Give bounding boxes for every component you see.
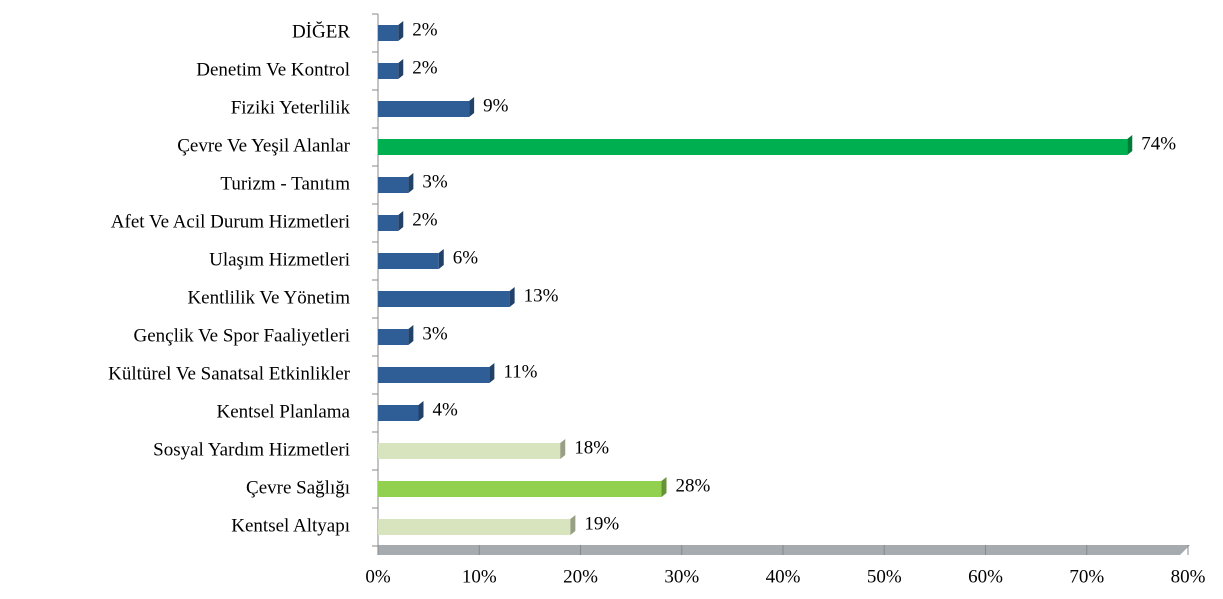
bar-side [398,21,404,41]
bar-side [570,515,576,535]
bar [378,329,409,345]
y-tick-label: Kentsel Altyapı [231,515,350,536]
bar-side [438,249,444,269]
value-label: 13% [524,285,559,306]
y-tick-label: Turizm - Tanıtım [220,173,350,194]
bar [378,481,662,497]
x-tick-label: 20% [563,566,598,587]
bar [378,101,470,117]
value-label: 3% [422,323,448,344]
bar [378,367,490,383]
bar [378,63,399,79]
bar-side [418,401,424,421]
bar-side [408,325,414,345]
y-tick-label: Kentsel Planlama [217,401,351,422]
bar [378,177,409,193]
y-tick-label: Kentlilik Ve Yönetim [187,287,350,308]
x-tick-label: 70% [1069,566,1104,587]
y-tick-label: Fiziki Yeterlilik [231,97,351,118]
value-label: 74% [1141,133,1176,154]
x-tick-label: 0% [365,566,391,587]
x-tick-label: 50% [867,566,902,587]
value-label: 11% [503,361,537,382]
value-label: 9% [483,95,509,116]
x-tick-label: 10% [462,566,497,587]
x-tick-label: 60% [968,566,1003,587]
value-label: 2% [412,57,438,78]
bar-side [489,363,495,383]
bar [378,25,399,41]
x-tick-label: 80% [1171,566,1206,587]
value-label: 6% [453,247,479,268]
value-label: 28% [676,475,711,496]
bar [378,139,1128,155]
y-tick-label: Sosyal Yardım Hizmetleri [153,439,350,460]
bar [378,215,399,231]
bar-side [1127,135,1133,155]
value-label: 3% [422,171,448,192]
bar-side [469,97,475,117]
bar-side [398,59,404,79]
y-tick-label: Denetim Ve Kontrol [196,59,350,80]
value-label: 4% [433,399,459,420]
value-label: 2% [412,19,438,40]
y-tick-label: Çevre Sağlığı [246,477,350,498]
y-tick-label: Ulaşım Hizmetleri [209,249,350,270]
bar-side [408,173,414,193]
bar-side [661,477,667,497]
y-tick-label: Çevre Ve Yeşil Alanlar [177,135,350,156]
value-label: 19% [584,513,619,534]
y-tick-label: DİĞER [292,20,350,42]
value-label: 2% [412,209,438,230]
bar [378,405,419,421]
bar [378,519,571,535]
bar [378,291,510,307]
y-tick-label: Gençlik Ve Spor Faaliyetleri [133,325,350,346]
bar-side [560,439,566,459]
floor [378,545,1190,555]
y-tick-label: Afet Ve Acil Durum Hizmetleri [111,211,350,232]
bar-side [398,211,404,231]
bar-side [509,287,515,307]
x-tick-label: 40% [766,566,801,587]
value-label: 18% [574,437,609,458]
x-tick-label: 30% [664,566,699,587]
bar [378,443,561,459]
bar [378,253,439,269]
y-tick-label: Kültürel Ve Sanatsal Etkinlikler [108,363,351,384]
